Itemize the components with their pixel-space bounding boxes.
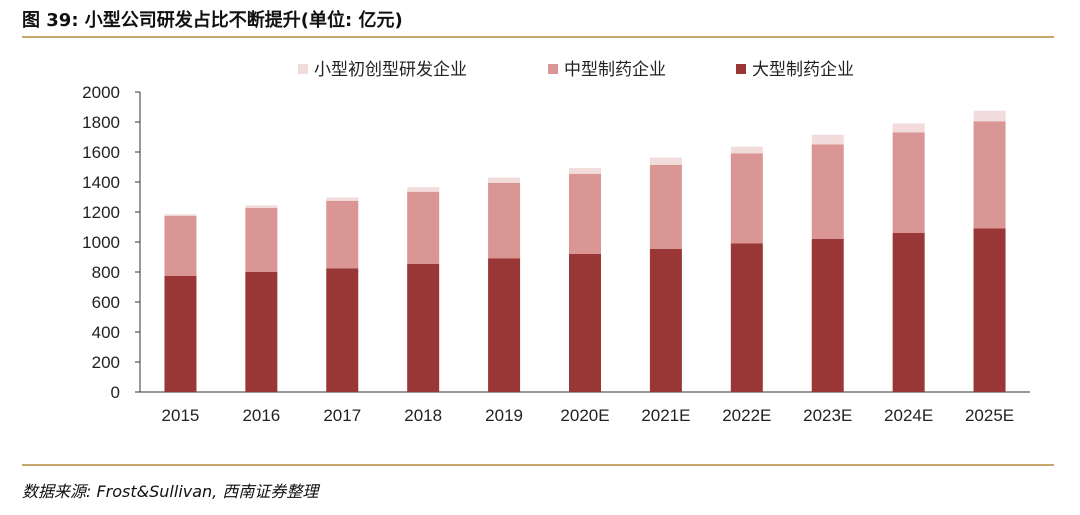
legend-label-0: 小型初创型研发企业 — [314, 60, 467, 79]
source-note: 数据来源: Frost&Sullivan, 西南证券整理 — [22, 482, 319, 501]
bar-segment-10-1 — [973, 121, 1006, 229]
figure-title: 图 39: 小型公司研发占比不断提升(单位: 亿元) — [22, 10, 403, 31]
bar-segment-9-1 — [892, 132, 925, 233]
y-tick-label: 1400 — [82, 173, 120, 192]
bar-segment-10-0 — [973, 228, 1006, 392]
bar-segment-7-0 — [730, 243, 763, 392]
bar-segment-3-0 — [407, 263, 440, 392]
bar-segment-2-1 — [326, 200, 359, 269]
bar-segment-9-0 — [892, 233, 925, 392]
y-tick-label: 400 — [92, 323, 120, 342]
y-tick-label: 2000 — [82, 83, 120, 102]
bar-segment-0-0 — [164, 275, 197, 392]
bar-segment-9-2 — [892, 123, 925, 133]
bar-segment-1-1 — [245, 207, 278, 272]
y-tick-label: 1800 — [82, 113, 120, 132]
x-tick-label: 2021E — [641, 406, 690, 425]
legend-label-2: 大型制药企业 — [752, 60, 854, 79]
title-divider — [22, 36, 1054, 38]
bar-segment-8-0 — [811, 239, 844, 392]
y-tick-label: 600 — [92, 293, 120, 312]
y-tick-label: 800 — [92, 263, 120, 282]
y-tick-label: 1000 — [82, 233, 120, 252]
bar-segment-5-1 — [569, 173, 601, 254]
legend-swatch-0 — [298, 64, 308, 74]
bar-segment-1-0 — [245, 272, 278, 392]
bar-segment-4-1 — [488, 182, 521, 259]
bar-segment-2-2 — [326, 197, 359, 201]
bar-segment-2-0 — [326, 268, 359, 392]
x-tick-label: 2020E — [560, 406, 609, 425]
x-tick-label: 2017 — [323, 406, 361, 425]
bar-segment-3-2 — [407, 187, 440, 192]
bar-segment-5-0 — [569, 254, 601, 392]
bar-segment-8-1 — [811, 144, 844, 239]
y-tick-label: 1200 — [82, 203, 120, 222]
x-tick-label: 2018 — [404, 406, 442, 425]
bar-segment-4-0 — [488, 258, 521, 392]
bar-segment-6-2 — [649, 157, 682, 165]
bar-segment-6-0 — [649, 248, 682, 392]
bar-segment-6-1 — [649, 164, 682, 249]
bar-segment-1-2 — [245, 205, 278, 208]
bar-segment-5-2 — [569, 168, 601, 174]
x-tick-label: 2023E — [803, 406, 852, 425]
x-tick-label: 2019 — [485, 406, 523, 425]
legend-swatch-1 — [548, 64, 558, 74]
bar-segment-8-2 — [811, 134, 844, 145]
bar-segment-10-2 — [973, 110, 1006, 122]
x-tick-label: 2016 — [242, 406, 280, 425]
bar-segment-3-1 — [407, 191, 440, 264]
bar-segment-7-1 — [730, 153, 763, 244]
legend-swatch-2 — [736, 64, 746, 74]
stacked-bar-chart: 0 200 400 600 800 1000 1200 1400 1600 1800 2000 201… — [82, 60, 1030, 425]
bar-segment-4-2 — [488, 177, 521, 183]
bar-segment-0-1 — [164, 215, 197, 276]
bar-segment-7-2 — [730, 146, 763, 154]
y-tick-label: 0 — [111, 383, 120, 402]
x-tick-label: 2024E — [884, 406, 933, 425]
y-tick-label: 1600 — [82, 143, 120, 162]
x-tick-label: 2015 — [162, 406, 200, 425]
x-tick-label: 2025E — [965, 406, 1014, 425]
x-tick-label: 2022E — [722, 406, 771, 425]
y-tick-label: 200 — [92, 353, 120, 372]
bar-segment-0-2 — [164, 214, 197, 216]
source-divider — [22, 464, 1054, 466]
legend-label-1: 中型制药企业 — [564, 60, 666, 79]
